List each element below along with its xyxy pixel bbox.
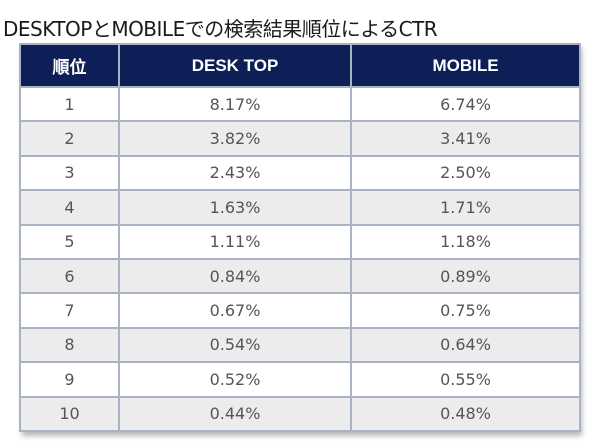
desktop-ctr-cell: 0.84% <box>118 257 352 295</box>
desktop-ctr-cell: 0.44% <box>118 395 352 433</box>
desktop-ctr-cell: 3.82% <box>118 120 352 157</box>
table-row: 9 0.52% 0.55% <box>19 361 581 398</box>
desktop-ctr-cell: 2.43% <box>118 154 352 192</box>
mobile-ctr-cell: 0.64% <box>350 326 581 364</box>
header-mobile: MOBILE <box>350 43 581 88</box>
desktop-ctr-cell: 8.17% <box>118 85 352 123</box>
desktop-ctr-cell: 0.54% <box>118 326 352 364</box>
ctr-table: 順位 DESK TOP MOBILE 1 8.17% 6.74% 2 3.82%… <box>19 43 581 433</box>
rank-cell: 9 <box>19 361 120 398</box>
desktop-ctr-cell: 1.11% <box>118 223 352 260</box>
ctr-table-container: 順位 DESK TOP MOBILE 1 8.17% 6.74% 2 3.82%… <box>19 43 581 433</box>
rank-cell: 1 <box>19 85 120 123</box>
mobile-ctr-cell: 6.74% <box>350 85 581 123</box>
mobile-ctr-cell: 0.75% <box>350 292 581 329</box>
table-row: 4 1.63% 1.71% <box>19 189 581 226</box>
rank-cell: 7 <box>19 292 120 329</box>
table-row: 7 0.67% 0.75% <box>19 292 581 329</box>
chart-title: DESKTOPとMOBILEでの検索結果順位によるCTR <box>3 17 438 41</box>
table-row: 5 1.11% 1.18% <box>19 223 581 260</box>
header-desktop: DESK TOP <box>118 43 352 88</box>
desktop-ctr-cell: 1.63% <box>118 189 352 226</box>
table-header-row: 順位 DESK TOP MOBILE <box>19 43 581 88</box>
table-row: 6 0.84% 0.89% <box>19 257 581 295</box>
table-row: 2 3.82% 3.41% <box>19 120 581 157</box>
mobile-ctr-cell: 0.48% <box>350 395 581 433</box>
rank-cell: 8 <box>19 326 120 364</box>
rank-cell: 2 <box>19 120 120 157</box>
mobile-ctr-cell: 2.50% <box>350 154 581 192</box>
rank-cell: 6 <box>19 257 120 295</box>
mobile-ctr-cell: 0.55% <box>350 361 581 398</box>
table-row: 1 8.17% 6.74% <box>19 85 581 123</box>
header-rank: 順位 <box>19 43 120 88</box>
table-row: 8 0.54% 0.64% <box>19 326 581 364</box>
table-row: 3 2.43% 2.50% <box>19 154 581 192</box>
mobile-ctr-cell: 0.89% <box>350 257 581 295</box>
desktop-ctr-cell: 0.52% <box>118 361 352 398</box>
rank-cell: 3 <box>19 154 120 192</box>
desktop-ctr-cell: 0.67% <box>118 292 352 329</box>
rank-cell: 4 <box>19 189 120 226</box>
table-body: 1 8.17% 6.74% 2 3.82% 3.41% 3 2.43% 2.50… <box>19 85 581 433</box>
table-row: 10 0.44% 0.48% <box>19 395 581 433</box>
mobile-ctr-cell: 3.41% <box>350 120 581 157</box>
rank-cell: 5 <box>19 223 120 260</box>
mobile-ctr-cell: 1.18% <box>350 223 581 260</box>
mobile-ctr-cell: 1.71% <box>350 189 581 226</box>
rank-cell: 10 <box>19 395 120 433</box>
